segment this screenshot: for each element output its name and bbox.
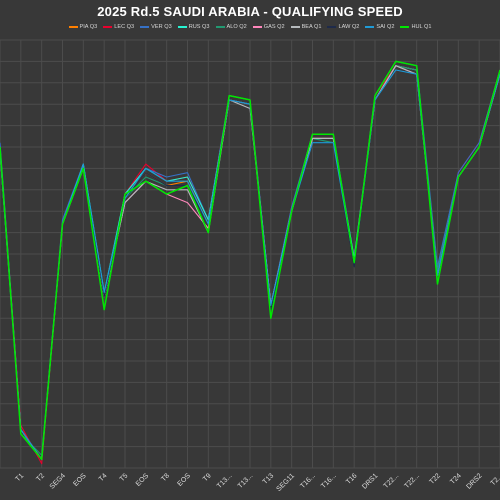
legend-label: LAW Q2 — [338, 24, 360, 30]
legend-swatch — [215, 26, 225, 28]
x-tick-label: T16 — [345, 472, 359, 486]
x-tick-label: T22... — [383, 472, 401, 490]
legend-label: LEC Q3 — [114, 24, 135, 30]
legend-item: VER Q3 — [140, 24, 172, 30]
x-tick-label: T1 — [15, 472, 26, 483]
legend-label: BEA Q1 — [301, 24, 322, 30]
legend-label: RUS Q3 — [188, 24, 210, 30]
x-tick-label: DRS1 — [361, 472, 379, 490]
grid — [0, 39, 500, 469]
legend-item: GAS Q2 — [252, 24, 285, 30]
legend-label: PIA Q3 — [79, 24, 98, 30]
legend: PIA Q3 LEC Q3 VER Q3 RUS Q3 ALO Q2 GAS Q2 BEA … — [0, 24, 500, 30]
x-tick-label: SEG4 — [49, 472, 67, 490]
legend-item: SAI Q2 — [365, 24, 394, 30]
legend-swatch — [177, 26, 187, 28]
legend-label: HUL Q1 — [411, 24, 432, 30]
x-tick-label: T16... — [320, 472, 338, 490]
x-tick-label: EOS — [72, 472, 88, 488]
x-tick-label: T13... — [216, 472, 234, 490]
x-tick-label: T22 — [428, 472, 442, 486]
legend-swatch — [327, 26, 337, 28]
x-tick-label: T13... — [237, 472, 255, 490]
x-tick-label: T16... — [299, 472, 317, 490]
legend-swatch — [400, 26, 410, 28]
legend-label: GAS Q2 — [263, 24, 285, 30]
x-tick-label: T22... — [403, 472, 421, 490]
x-tick-label: EOS — [177, 472, 193, 488]
x-tick-label: T8 — [160, 472, 171, 483]
x-tick-label: T4 — [98, 472, 109, 483]
x-tick-label: SEG11 — [276, 472, 297, 493]
x-tick-label: T9 — [202, 472, 213, 483]
series-line-hul-q1 — [0, 60, 500, 461]
chart-title: 2025 Rd.5 SAUDI ARABIA - QUALIFYING SPEE… — [97, 4, 403, 19]
legend-item: LEC Q3 — [103, 24, 134, 30]
legend-swatch — [365, 26, 375, 28]
x-tick-label: T5 — [119, 472, 130, 483]
legend-swatch — [290, 26, 300, 28]
legend-label: VER Q3 — [151, 24, 172, 30]
legend-label: SAI Q2 — [376, 24, 395, 30]
legend-item: HUL Q1 — [400, 24, 431, 30]
legend-item: BEA Q1 — [290, 24, 322, 30]
legend-swatch — [140, 26, 150, 28]
x-tick-label: T2... — [490, 472, 500, 487]
legend-label: ALO Q2 — [226, 24, 247, 30]
legend-swatch — [103, 26, 113, 28]
legend-item: LAW Q2 — [327, 24, 359, 30]
legend-swatch — [68, 26, 78, 28]
x-tick-label: T13 — [262, 472, 276, 486]
legend-swatch — [252, 26, 262, 28]
x-tick-label: T2 — [35, 472, 46, 483]
x-tick-label: DRS2 — [465, 472, 483, 490]
x-tick-label: EOS — [135, 472, 151, 488]
x-tick-label: T24 — [449, 472, 463, 486]
legend-item: ALO Q2 — [215, 24, 247, 30]
legend-item: PIA Q3 — [68, 24, 98, 30]
legend-item: RUS Q3 — [177, 24, 210, 30]
